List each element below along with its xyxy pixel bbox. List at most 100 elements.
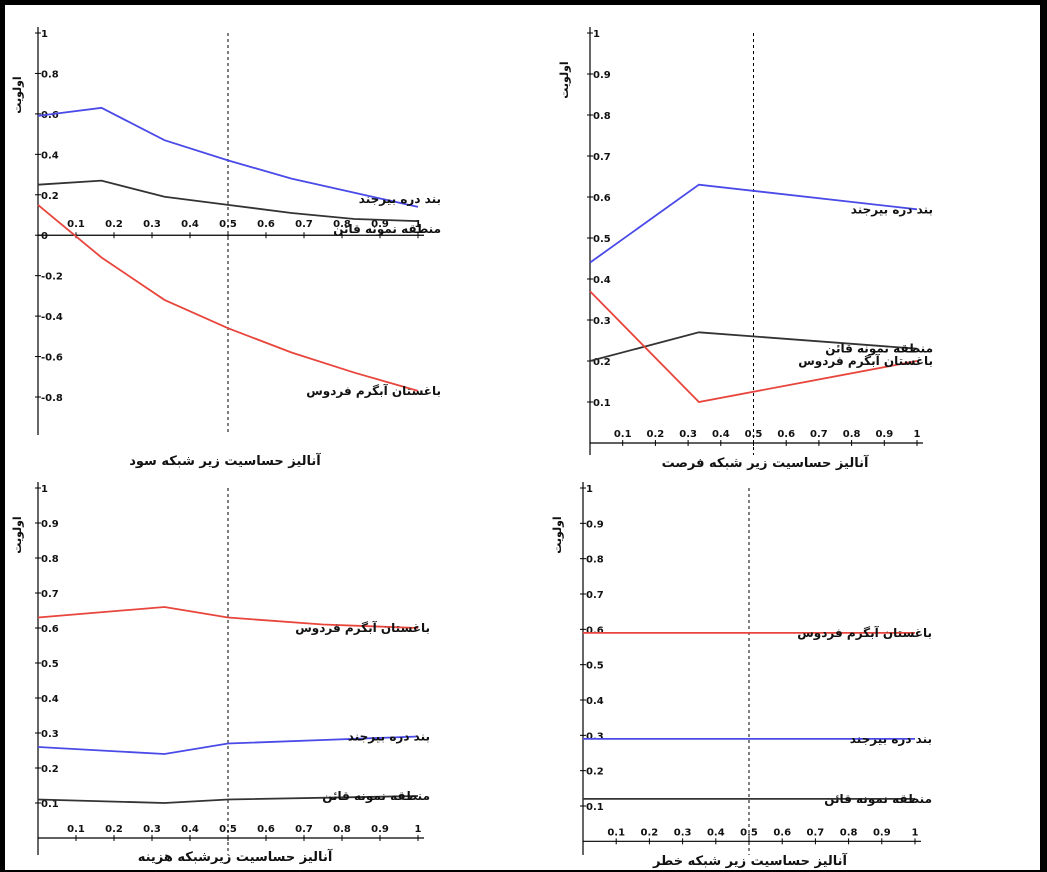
series-line <box>37 795 419 804</box>
y-tick-label: -0.6 <box>41 353 63 364</box>
y-tick-label: 0.5 <box>586 661 604 672</box>
series-label: بند دره بیرجند <box>850 732 932 746</box>
chart-title: آنالیز حساسیت زیر شبکه خطر <box>652 852 848 869</box>
y-axis-label: اولویت <box>558 61 571 98</box>
series-label: بند دره بیرجند <box>348 730 430 744</box>
series-label: باغستان آبگرم فردوس <box>295 620 430 636</box>
x-tick-label: 0.6 <box>773 827 791 838</box>
y-tick-label: 0.7 <box>586 590 604 601</box>
x-tick-label: 0.5 <box>745 429 763 440</box>
series-label: منطقه نمونه قائن <box>322 789 430 804</box>
y-tick-label: 0.5 <box>593 234 611 245</box>
series-line <box>589 290 918 403</box>
series-line <box>589 331 918 362</box>
x-tick-label: 0.9 <box>371 219 389 230</box>
y-tick-label: 0.9 <box>593 70 611 81</box>
x-tick-label: 0.5 <box>219 824 237 835</box>
y-tick-label: 0.4 <box>593 275 611 286</box>
y-tick-label: 0.5 <box>41 659 59 670</box>
y-tick-label: 0.1 <box>41 799 59 810</box>
x-tick-label: 0.6 <box>257 219 275 230</box>
series-line <box>37 606 419 629</box>
y-tick-label: 1 <box>41 29 48 40</box>
x-tick-label: 0.9 <box>371 824 389 835</box>
chart-title: آنالیز حساسیت زیر شبکه سود <box>129 452 321 469</box>
y-tick-label: 0.3 <box>593 316 611 327</box>
y-tick-label: 0.7 <box>593 152 611 163</box>
x-tick-label: 0.6 <box>777 429 795 440</box>
y-tick-label: 0.4 <box>586 696 604 707</box>
series-label: منطقه نمونه قائن <box>824 792 932 807</box>
x-tick-label: 1 <box>912 827 919 838</box>
x-tick-label: 0.8 <box>843 429 861 440</box>
y-tick-label: 0.6 <box>586 625 604 636</box>
x-tick-label: 0.7 <box>295 219 313 230</box>
y-tick-label: 0.8 <box>593 111 611 122</box>
y-tick-label: 0.8 <box>586 555 604 566</box>
series-label: بند دره بیرجند <box>359 192 441 206</box>
y-tick-label: 0.4 <box>41 150 59 161</box>
y-tick-label: 0.3 <box>586 731 604 742</box>
y-tick-label: -0.4 <box>41 312 63 323</box>
chart-panel-2: 1 0.9 0.8 0.7 0.6 0.5 0.4 0.3 0.2 0.1 0.1 0.2 0.3 0.4… <box>558 27 933 471</box>
x-tick-label: 0.2 <box>105 219 123 230</box>
figure-frame: 1 0.8 0.6 0.4 0.2 0 -0.2 -0.4 -0.6 -0.8 0.1 0.2 0.3 0… <box>5 5 1040 870</box>
series-line <box>589 183 918 264</box>
y-tick-label: 0.2 <box>41 191 59 202</box>
x-tick-label: 0.3 <box>679 429 697 440</box>
series-line <box>37 106 419 208</box>
y-tick-label: 0.2 <box>586 767 604 778</box>
x-tick-label: 0.1 <box>67 824 85 835</box>
x-tick-label: 0.1 <box>614 429 632 440</box>
y-tick-label: 0 <box>41 231 48 242</box>
y-axis-label: اولویت <box>11 76 24 113</box>
x-tick-label: 0.3 <box>143 824 161 835</box>
x-tick-label: 0.9 <box>873 827 891 838</box>
y-tick-label: 1 <box>41 484 48 495</box>
x-tick-label: 0.2 <box>647 429 665 440</box>
x-tick-label: 0.4 <box>712 429 730 440</box>
x-tick-label: 0.7 <box>807 827 825 838</box>
charts-canvas: 1 0.8 0.6 0.4 0.2 0 -0.2 -0.4 -0.6 -0.8 0.1 0.2 0.3 0… <box>5 27 1040 869</box>
series-label: منطقه نمونه قائن <box>825 342 933 357</box>
series-line <box>37 735 419 755</box>
series-label: منطقه نمونه قائن <box>333 222 441 237</box>
y-tick-label: 0.6 <box>593 193 611 204</box>
x-tick-label: 0.3 <box>143 219 161 230</box>
y-tick-label: 0.7 <box>41 589 59 600</box>
y-tick-label: 0.4 <box>41 694 59 705</box>
y-tick-label: -0.8 <box>41 393 63 404</box>
y-axis-label: اولویت <box>551 516 564 553</box>
y-tick-label: 0.9 <box>586 519 604 530</box>
x-tick-label: 0.4 <box>707 827 725 838</box>
y-tick-label: 0.2 <box>41 764 59 775</box>
series-label: بند دره بیرجند <box>851 202 933 216</box>
series-label: باغستان آبگرم فردوس <box>797 625 932 641</box>
y-tick-label: 0.9 <box>41 519 59 530</box>
y-tick-label: 0.1 <box>586 802 604 813</box>
chart-panel-1: 1 0.8 0.6 0.4 0.2 0 -0.2 -0.4 -0.6 -0.8 0.1 0.2 0.3 0… <box>11 27 441 469</box>
series-line <box>37 179 419 222</box>
x-tick-label: 1 <box>914 429 921 440</box>
x-tick-label: 0.5 <box>219 219 237 230</box>
x-tick-label: 0.2 <box>641 827 659 838</box>
x-tick-label: 0.8 <box>840 827 858 838</box>
y-tick-label: 0.8 <box>41 554 59 565</box>
x-tick-label: 1 <box>415 824 422 835</box>
y-tick-label: 0.6 <box>41 624 59 635</box>
y-tick-label: 0.8 <box>41 69 59 80</box>
y-tick-label: 1 <box>586 484 593 495</box>
chart-title: آنالیز حساسیت زیرشبکه هزینه <box>138 848 333 865</box>
x-tick-label: 0.3 <box>674 827 692 838</box>
x-tick-label: 0.1 <box>67 219 85 230</box>
y-tick-label: -0.2 <box>41 272 63 283</box>
y-tick-label: 0.6 <box>41 110 59 121</box>
y-tick-label: 1 <box>593 29 600 40</box>
x-tick-label: 0.4 <box>181 219 199 230</box>
x-tick-label: 0.9 <box>875 429 893 440</box>
x-tick-label: 0.7 <box>295 824 313 835</box>
y-axis-label: اولویت <box>11 516 24 553</box>
x-tick-label: 0.8 <box>333 824 351 835</box>
series-label: باغستان آبگرم فردوس <box>306 383 441 399</box>
x-tick-label: 0.1 <box>607 827 625 838</box>
